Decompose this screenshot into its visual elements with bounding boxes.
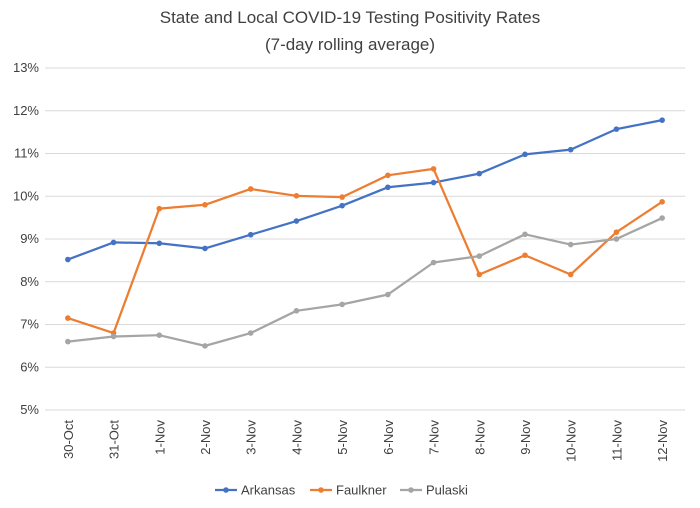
data-point [247, 186, 254, 192]
data-point [65, 315, 71, 321]
legend-swatch-marker [408, 487, 414, 493]
data-point [567, 241, 574, 248]
series-arkansas [65, 117, 665, 263]
series-pulaski [65, 215, 665, 349]
data-point [156, 240, 163, 247]
x-tick-label: 8-Nov [472, 420, 487, 455]
data-point [430, 259, 437, 266]
y-tick-label: 7% [20, 317, 39, 332]
data-point [202, 245, 208, 252]
x-tick-label: 1-Nov [152, 420, 167, 455]
data-point [522, 252, 528, 259]
data-point [659, 117, 665, 123]
y-tick-label: 9% [20, 231, 39, 246]
chart-title: State and Local COVID-19 Testing Positiv… [160, 8, 540, 27]
x-tick-label: 11-Nov [609, 420, 624, 461]
y-tick-label: 13% [13, 60, 39, 75]
legend-item: Pulaski [400, 483, 468, 498]
legend-label: Faulkner [336, 483, 387, 498]
y-tick-label: 12% [13, 103, 39, 118]
x-tick-label: 10-Nov [564, 420, 579, 462]
data-point [247, 330, 254, 336]
legend-label: Pulaski [426, 483, 468, 498]
data-point [339, 194, 345, 200]
x-tick-label: 4-Nov [289, 420, 304, 455]
data-point [65, 338, 71, 345]
data-point [476, 170, 483, 177]
y-tick-label: 11% [14, 146, 39, 161]
series-line [67, 119, 663, 261]
data-point [293, 308, 300, 314]
data-point [110, 333, 117, 340]
y-tick-label: 8% [20, 274, 39, 289]
data-point [156, 205, 163, 212]
data-point [385, 291, 391, 298]
data-point [659, 199, 665, 205]
data-point [202, 343, 208, 349]
series-line [67, 217, 663, 347]
legend-item: Faulkner [310, 483, 387, 498]
x-tick-label: 30-Oct [61, 420, 76, 459]
data-point [613, 229, 620, 235]
data-point [567, 271, 574, 278]
x-tick-label: 9-Nov [518, 420, 533, 455]
series-lines [65, 117, 665, 349]
legend-swatch-marker [223, 487, 229, 493]
x-tick-label: 6-Nov [381, 420, 396, 455]
y-axis-ticks: 5% 6% 7% 8% 9% 10% 11% 12% 13% [13, 60, 39, 417]
data-point [202, 202, 208, 208]
x-axis-ticks: 30-Oct 31-Oct 1-Nov 2-Nov 3-Nov 4-Nov 5-Nov 6-N… [61, 420, 670, 462]
data-point [659, 215, 665, 221]
data-point [476, 253, 483, 259]
data-point [430, 179, 437, 186]
x-tick-label: 3-Nov [244, 420, 259, 455]
x-tick-label: 7-Nov [427, 420, 442, 455]
legend: Arkansas Faulkner Pulaski [215, 483, 468, 498]
gridlines [45, 67, 685, 411]
y-tick-label: 6% [20, 359, 39, 374]
data-point [430, 166, 437, 172]
data-point [110, 239, 117, 246]
legend-swatch-marker [318, 487, 324, 493]
data-point [476, 271, 483, 278]
data-point [293, 218, 300, 224]
x-tick-label: 2-Nov [198, 420, 213, 455]
data-point [385, 172, 391, 179]
series-faulkner [65, 166, 665, 336]
data-point [613, 236, 620, 242]
y-tick-label: 5% [20, 402, 39, 417]
data-point [567, 146, 574, 153]
chart-subtitle: (7-day rolling average) [265, 35, 435, 54]
data-point [65, 256, 71, 263]
data-point [293, 193, 300, 199]
x-tick-label: 12-Nov [655, 420, 670, 462]
data-point [522, 231, 528, 238]
x-tick-label: 31-Oct [107, 420, 122, 459]
series-line [67, 167, 663, 335]
data-point [247, 231, 254, 238]
data-point [156, 332, 163, 338]
data-point [339, 202, 345, 209]
data-point [385, 184, 391, 191]
legend-label: Arkansas [241, 483, 296, 498]
x-tick-label: 5-Nov [335, 420, 350, 455]
data-point [522, 151, 528, 158]
data-point [613, 126, 620, 132]
legend-item: Arkansas [215, 483, 296, 498]
data-point [339, 301, 345, 308]
y-tick-label: 10% [13, 188, 39, 203]
